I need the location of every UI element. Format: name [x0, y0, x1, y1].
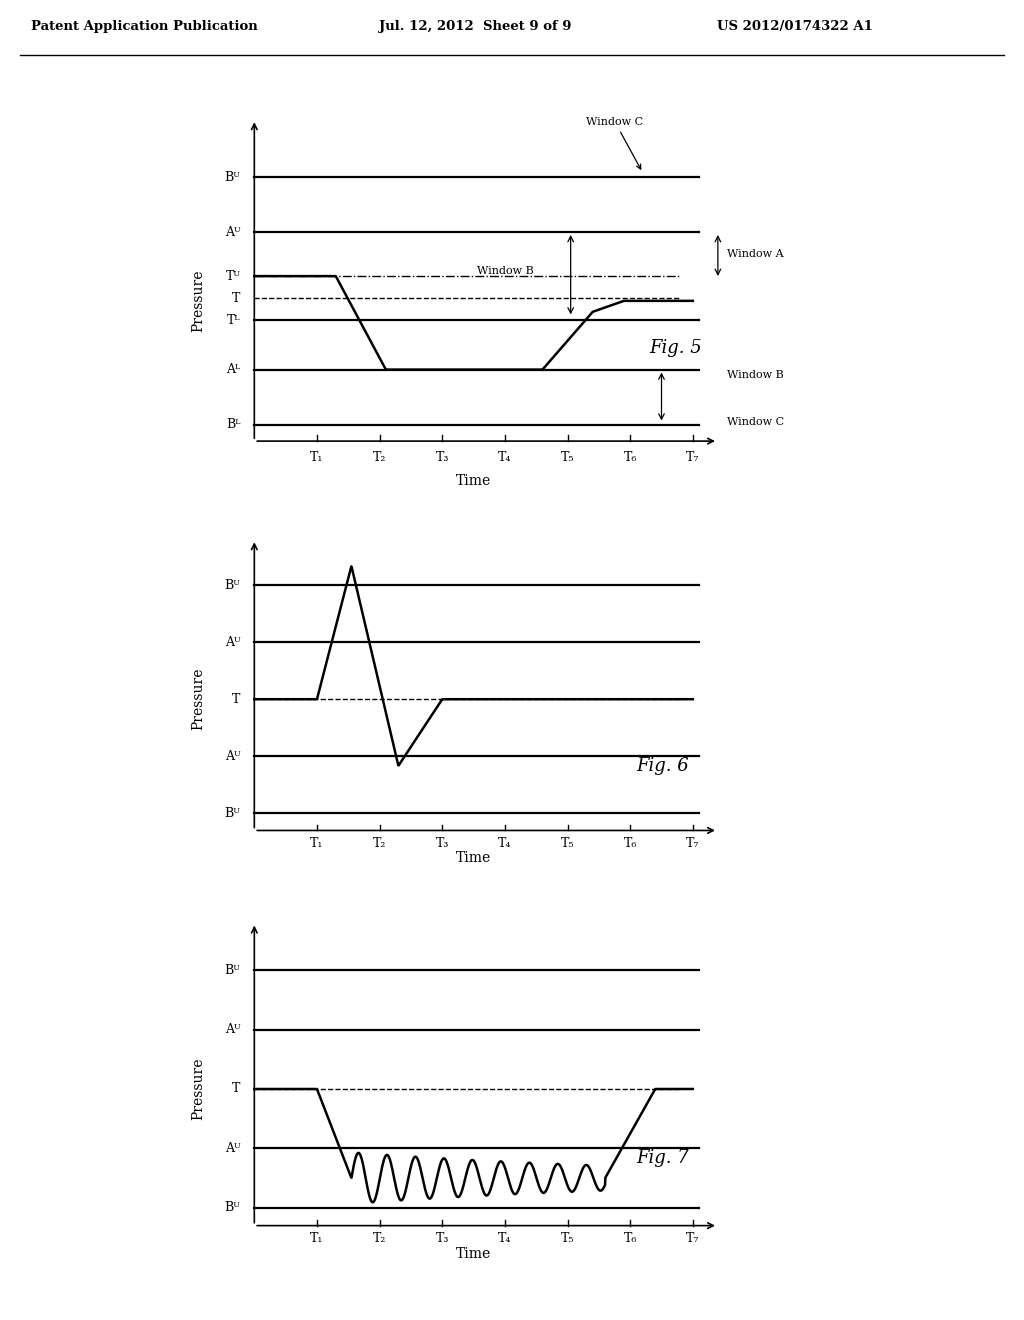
Text: Window C: Window C: [727, 417, 784, 426]
Text: Bᵁ: Bᵁ: [224, 578, 241, 591]
Text: Aᴸ: Aᴸ: [226, 363, 241, 376]
Text: Patent Application Publication: Patent Application Publication: [31, 20, 257, 33]
Text: Bᵁ: Bᵁ: [224, 807, 241, 820]
Text: T₁: T₁: [310, 451, 324, 465]
Text: T₇: T₇: [686, 451, 699, 465]
Text: Aᵁ: Aᵁ: [225, 226, 241, 239]
Text: T₃: T₃: [435, 451, 449, 465]
Text: T: T: [232, 292, 241, 305]
Text: Time: Time: [456, 474, 492, 488]
Text: Window B: Window B: [727, 370, 784, 380]
Text: T₄: T₄: [499, 451, 512, 465]
Text: Tᴸ: Tᴸ: [227, 314, 241, 326]
Text: T: T: [232, 1082, 241, 1096]
Text: T₆: T₆: [624, 451, 637, 465]
Text: T₆: T₆: [624, 1233, 637, 1245]
Text: Tᵁ: Tᵁ: [225, 269, 241, 282]
Text: Bᵁ: Bᵁ: [224, 170, 241, 183]
Text: Fig. 5: Fig. 5: [649, 339, 701, 356]
Text: T₅: T₅: [561, 1233, 574, 1245]
Text: Bᵁ: Bᵁ: [224, 1201, 241, 1214]
Text: Time: Time: [456, 851, 492, 866]
Text: Bᵁ: Bᵁ: [224, 964, 241, 977]
Text: T₅: T₅: [561, 451, 574, 465]
Text: T₂: T₂: [373, 1233, 386, 1245]
Text: T₃: T₃: [435, 1233, 449, 1245]
Text: Window C: Window C: [587, 117, 643, 169]
Text: T: T: [232, 693, 241, 706]
Text: T₂: T₂: [373, 451, 386, 465]
Text: T₆: T₆: [624, 837, 637, 850]
Text: Aᵁ: Aᵁ: [225, 1142, 241, 1155]
Text: Fig. 6: Fig. 6: [637, 756, 689, 775]
Text: US 2012/0174322 A1: US 2012/0174322 A1: [717, 20, 872, 33]
Text: T₄: T₄: [499, 1233, 512, 1245]
Text: T₄: T₄: [499, 837, 512, 850]
Text: T₁: T₁: [310, 1233, 324, 1245]
Text: Pressure: Pressure: [190, 1057, 205, 1121]
Text: Fig. 7: Fig. 7: [637, 1150, 689, 1167]
Text: Time: Time: [456, 1247, 492, 1262]
Text: Aᵁ: Aᵁ: [225, 1023, 241, 1036]
Text: Aᵁ: Aᵁ: [225, 750, 241, 763]
Text: T₇: T₇: [686, 837, 699, 850]
Text: T₇: T₇: [686, 1233, 699, 1245]
Text: Window B: Window B: [476, 265, 534, 276]
Text: T₅: T₅: [561, 837, 574, 850]
Text: T₁: T₁: [310, 837, 324, 850]
Text: T₂: T₂: [373, 837, 386, 850]
Text: Jul. 12, 2012  Sheet 9 of 9: Jul. 12, 2012 Sheet 9 of 9: [379, 20, 571, 33]
Text: Pressure: Pressure: [190, 668, 205, 730]
Text: Window A: Window A: [727, 249, 784, 259]
Text: T₃: T₃: [435, 837, 449, 850]
Text: Bᴸ: Bᴸ: [226, 418, 241, 432]
Text: Pressure: Pressure: [190, 269, 205, 333]
Text: Aᵁ: Aᵁ: [225, 636, 241, 648]
